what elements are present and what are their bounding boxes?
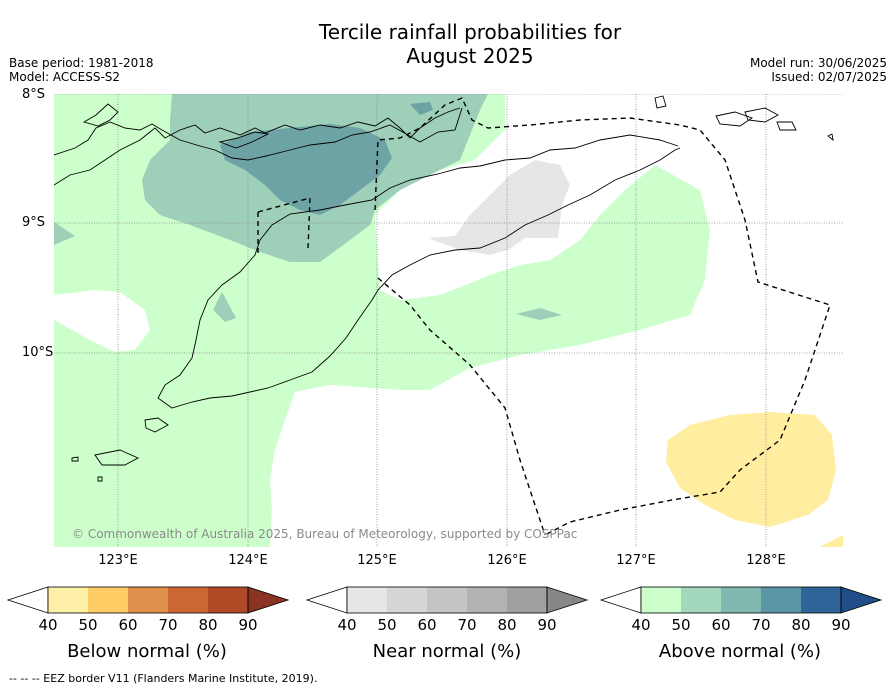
lon-label-124e: 124°E [228,553,268,568]
colorbar-above-normal [599,586,883,614]
colorbar-tick-label: 70 [457,616,477,634]
left-metadata: Base period: 1981-2018 Model: ACCESS-S2 [9,56,154,84]
issued-date: Issued: 02/07/2025 [771,70,887,84]
small-isle-2 [97,476,103,482]
colorbar-segment [467,587,507,613]
colorbar-border [346,586,548,614]
colorbar-segment [168,587,208,613]
alor-island [218,131,270,149]
sawu-island [94,449,140,466]
colorbar-segment [721,587,761,613]
colorbar-tick-label: 40 [38,616,58,634]
small-isle [71,456,79,462]
colorbar-segment [347,587,387,613]
colorbar-segment [427,587,467,613]
colorbar-tick-label: 90 [537,616,557,634]
colorbar-segment [681,587,721,613]
white-hole-west [54,290,150,352]
timor-north-coast [259,134,679,241]
above-normal-top-blob [410,102,433,115]
colorbar-tick-label: 60 [711,616,731,634]
colorbar-near-normal [305,586,589,614]
legend-title-below: Below normal (%) [67,641,227,662]
lat-label-9s: 9°S [22,215,46,230]
sumba-island [82,103,119,127]
colorbar-tick-label: 80 [791,616,811,634]
colorbar-tick-label: 90 [831,616,851,634]
copyright-text: © Commonwealth of Australia 2025, Bureau… [72,527,577,541]
model-run: Model run: 30/06/2025 [749,56,887,70]
colorbar-tick-label: 50 [78,616,98,634]
map-title: Tercile rainfall probabilities for Augus… [0,20,896,68]
eez-border-timor-south [377,277,546,536]
colorbar-segment [88,587,128,613]
legend-title-near: Near normal (%) [372,641,522,662]
title-line-1: Tercile rainfall probabilities for [318,20,622,44]
colorbar-extend-low [305,586,348,614]
colorbar-tick-label: 60 [118,616,138,634]
above-normal-60-region [220,124,392,215]
above-normal-west-edge [54,222,75,245]
base-period: Base period: 1981-2018 [9,56,154,70]
colorbar-tick-label: 90 [238,616,258,634]
model-name: Model: ACCESS-S2 [9,70,121,84]
lon-label-123e: 123°E [98,553,138,568]
gridlines [54,94,843,547]
above-normal-east-patch [516,308,562,320]
coastlines [54,95,834,482]
leti-island [744,107,779,123]
moa-island [776,121,797,131]
colorbar-tick-label: 60 [417,616,437,634]
colorbar-tick-label: 50 [377,616,397,634]
kisar-island [715,111,753,127]
colorbar-tick-label: 80 [198,616,218,634]
right-metadata: Model run: 30/06/2025 Issued: 02/07/2025 [750,56,887,84]
colorbar-segment [48,587,88,613]
colorbar-segment [128,587,168,613]
above-normal-small-patch [213,292,236,322]
colorbar-tick-label: 40 [337,616,357,634]
lat-label-8s: 8°S [22,87,46,102]
flores-coastline-south [54,107,463,161]
lon-label-128e: 128°E [746,553,786,568]
colorbar-border [640,586,842,614]
lon-label-126e: 126°E [487,553,527,568]
roti-island [144,417,169,433]
lon-label-127e: 127°E [616,553,656,568]
colorbar-tick-label: 70 [158,616,178,634]
colorbar-extend-high [546,586,589,614]
lon-label-125e: 125°E [357,553,397,568]
colorbar-segment [387,587,427,613]
colorbar-segment [801,587,841,613]
colorbar-extend-high [840,586,883,614]
lat-label-10s: 10°S [22,345,54,360]
below-normal-40-region [666,412,836,527]
near-normal-40-region [428,160,570,255]
eez-border-west [257,97,831,536]
colorbar-segment [761,587,801,613]
colorbars [6,586,883,614]
colorbar-segment [507,587,547,613]
title-line-2: August 2025 [406,44,534,68]
colorbar-border [47,586,249,614]
colorbar-tick-label: 80 [497,616,517,634]
colorbar-segment [641,587,681,613]
wetar-coast [654,95,667,109]
colorbar-tick-label: 70 [751,616,771,634]
colorbar-segment [208,587,248,613]
colorbar-below-normal [6,586,290,614]
timor-coastline [157,147,681,409]
atauro-island [827,133,834,142]
colorbar-tick-label: 50 [671,616,691,634]
eez-footer-note: -- -- -- EEZ border V11 (Flanders Marine… [9,672,318,685]
colorbar-extend-high [247,586,290,614]
colorbar-tick-label: 40 [631,616,651,634]
legend-title-above: Above normal (%) [658,641,822,662]
colorbar-extend-low [599,586,642,614]
colorbar-extend-low [6,586,49,614]
map-panel: © Commonwealth of Australia 2025, Bureau… [54,94,843,547]
eez-border [257,97,831,536]
below-normal-corner [820,535,843,547]
